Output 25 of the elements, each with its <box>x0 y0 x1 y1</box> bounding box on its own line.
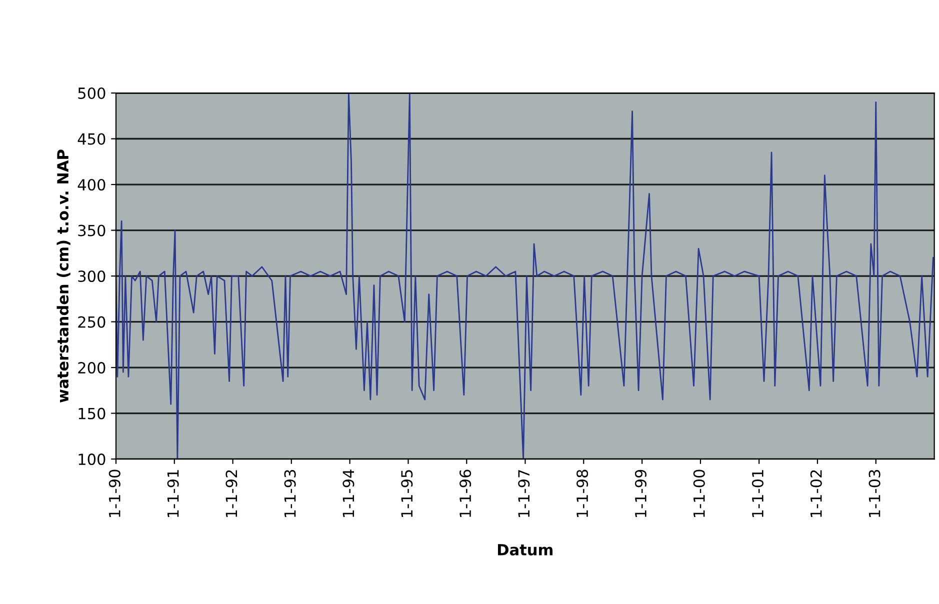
x-tick-label: 1-1-98 <box>576 470 588 517</box>
y-tick-label: 400 <box>78 178 106 191</box>
x-tick-label: 1-1-96 <box>460 470 472 517</box>
y-tick-label: 250 <box>78 316 106 328</box>
y-axis-title: waterstanden (cm) t.o.v. NAP <box>56 150 70 402</box>
x-tick-label: 1-1-00 <box>693 470 705 517</box>
x-tick-label: 1-1-99 <box>634 470 646 517</box>
x-tick-label: 1-1-93 <box>284 470 296 517</box>
x-tick-label: 1-1-03 <box>868 470 880 517</box>
x-tick-label: 1-1-90 <box>108 470 120 517</box>
y-tick-label: 150 <box>78 408 106 420</box>
x-tick-label: 1-1-95 <box>401 470 413 517</box>
x-tick-label: 1-1-94 <box>342 470 354 517</box>
x-tick-label: 1-1-91 <box>167 470 179 517</box>
x-tick-label: 1-1-01 <box>752 470 764 517</box>
y-tick-label: 100 <box>78 454 106 466</box>
y-tick-label: 300 <box>78 270 106 282</box>
y-tick-label: 200 <box>78 362 106 374</box>
x-tick-label: 1-1-97 <box>518 470 530 517</box>
y-tick-label: 350 <box>78 224 106 236</box>
x-tick-label: 1-1-02 <box>810 470 822 517</box>
x-axis-title: Datum <box>498 544 552 556</box>
y-tick-label: 500 <box>78 87 106 100</box>
x-tick-label: 1-1-92 <box>226 470 238 517</box>
y-tick-label: 450 <box>78 133 106 145</box>
